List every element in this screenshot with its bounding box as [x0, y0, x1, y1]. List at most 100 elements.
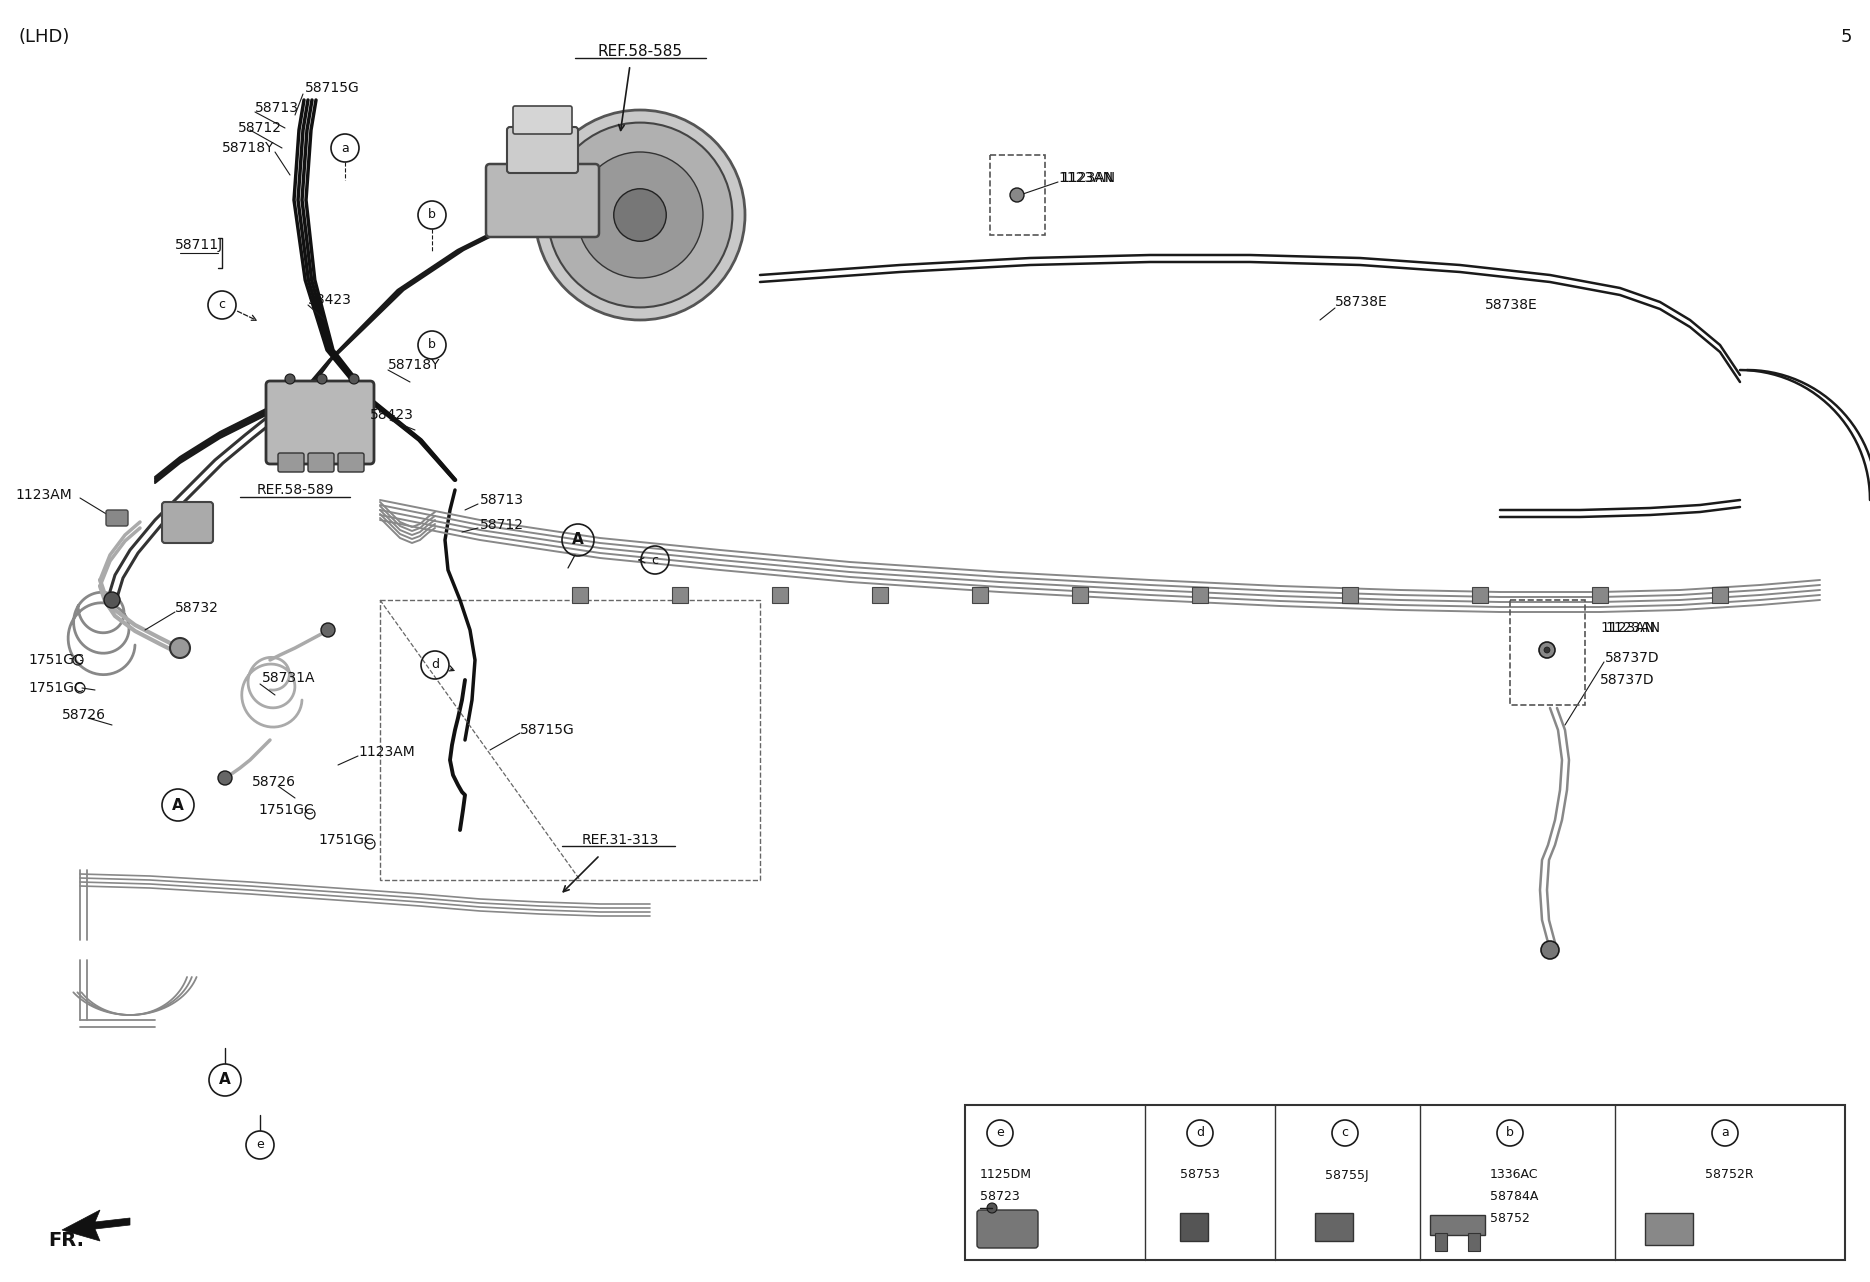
Bar [871, 587, 888, 603]
Polygon shape [62, 1210, 131, 1241]
Text: 58737D: 58737D [1604, 651, 1661, 665]
Text: 58713: 58713 [254, 101, 299, 115]
FancyBboxPatch shape [338, 453, 365, 472]
Text: 58715G: 58715G [520, 723, 574, 737]
Bar [1646, 1213, 1692, 1245]
Bar [1431, 1215, 1485, 1235]
Bar [572, 587, 587, 603]
Bar [1180, 1213, 1208, 1241]
Circle shape [219, 770, 232, 785]
Text: A: A [572, 532, 583, 547]
Circle shape [170, 638, 191, 658]
Text: a: a [1720, 1127, 1730, 1140]
Bar [1191, 587, 1208, 603]
Bar [1509, 600, 1586, 705]
Text: 58738E: 58738E [1335, 295, 1388, 309]
FancyBboxPatch shape [507, 127, 578, 173]
Text: 58752R: 58752R [1705, 1168, 1754, 1182]
Bar [972, 587, 987, 603]
Circle shape [548, 123, 733, 308]
FancyBboxPatch shape [107, 510, 127, 526]
Text: 1751GC: 1751GC [28, 681, 84, 695]
Text: 58712: 58712 [237, 121, 282, 135]
Text: 58723: 58723 [980, 1191, 1019, 1204]
Text: 58737D: 58737D [1601, 673, 1655, 687]
Text: 1336AC: 1336AC [1490, 1168, 1539, 1182]
Text: (LHD): (LHD) [19, 28, 69, 46]
Text: 1123AN: 1123AN [1601, 620, 1655, 635]
Text: 58732: 58732 [176, 601, 219, 615]
Text: 58718Y: 58718Y [387, 358, 441, 372]
Text: REF.58-585: REF.58-585 [598, 45, 683, 59]
Bar [989, 155, 1045, 235]
Text: 58423: 58423 [309, 294, 352, 306]
FancyBboxPatch shape [976, 1210, 1038, 1247]
Text: e: e [997, 1127, 1004, 1140]
Bar [1472, 587, 1489, 603]
Text: 58423: 58423 [370, 408, 413, 422]
Bar [671, 587, 688, 603]
Text: A: A [172, 797, 183, 813]
Text: 1125DM: 1125DM [980, 1168, 1032, 1182]
FancyBboxPatch shape [309, 453, 335, 472]
Bar [772, 587, 787, 603]
Text: 58726: 58726 [62, 708, 107, 722]
Text: a: a [340, 141, 350, 155]
Text: d: d [1197, 1127, 1204, 1140]
Circle shape [578, 153, 703, 278]
Circle shape [105, 592, 120, 608]
Bar [965, 1105, 1846, 1260]
Circle shape [318, 374, 327, 385]
Bar [1315, 1213, 1354, 1241]
Text: 58715G: 58715G [305, 81, 359, 95]
Bar [1468, 1233, 1479, 1251]
Text: 1751GC: 1751GC [258, 803, 314, 817]
Text: b: b [428, 209, 436, 222]
Text: 58752: 58752 [1490, 1213, 1530, 1226]
FancyBboxPatch shape [163, 503, 213, 544]
Text: 58712: 58712 [481, 518, 524, 532]
Text: 1123AN: 1123AN [1060, 171, 1115, 185]
Text: 58753: 58753 [1180, 1168, 1219, 1182]
Text: 1123AM: 1123AM [357, 745, 415, 759]
Bar [380, 600, 759, 879]
Circle shape [1541, 941, 1560, 959]
Text: 1123AM: 1123AM [15, 488, 71, 503]
FancyBboxPatch shape [486, 164, 598, 237]
Bar [1434, 1233, 1447, 1251]
Text: d: d [430, 659, 439, 672]
Text: 58784A: 58784A [1490, 1191, 1539, 1204]
Text: 58713: 58713 [481, 494, 524, 506]
Text: c: c [219, 299, 226, 312]
Text: FR.: FR. [49, 1231, 84, 1250]
Text: 5: 5 [1840, 28, 1851, 46]
Bar [1343, 587, 1358, 603]
Text: REF.31-313: REF.31-313 [582, 833, 658, 847]
Text: c: c [651, 554, 658, 567]
Circle shape [1545, 647, 1550, 653]
Text: b: b [1505, 1127, 1515, 1140]
Circle shape [350, 374, 359, 385]
Text: 1751GC: 1751GC [28, 653, 84, 667]
Bar [1713, 587, 1728, 603]
FancyBboxPatch shape [266, 381, 374, 464]
Text: 1751GC: 1751GC [318, 833, 374, 847]
Text: A: A [219, 1073, 230, 1087]
Text: c: c [1341, 1127, 1348, 1140]
Circle shape [613, 188, 666, 241]
Text: 58726: 58726 [252, 776, 295, 788]
Circle shape [535, 110, 744, 320]
Text: 58738E: 58738E [1485, 297, 1537, 312]
Circle shape [987, 1203, 997, 1213]
FancyBboxPatch shape [512, 106, 572, 135]
Text: 58718Y: 58718Y [223, 141, 275, 155]
Bar [1072, 587, 1088, 603]
Circle shape [322, 623, 335, 637]
Text: 58731A: 58731A [262, 670, 316, 685]
Text: b: b [428, 338, 436, 351]
Circle shape [1539, 642, 1556, 658]
Text: 58755J: 58755J [1326, 1168, 1369, 1182]
Text: 1123AN: 1123AN [1604, 620, 1661, 635]
Circle shape [284, 374, 295, 385]
Bar [1591, 587, 1608, 603]
